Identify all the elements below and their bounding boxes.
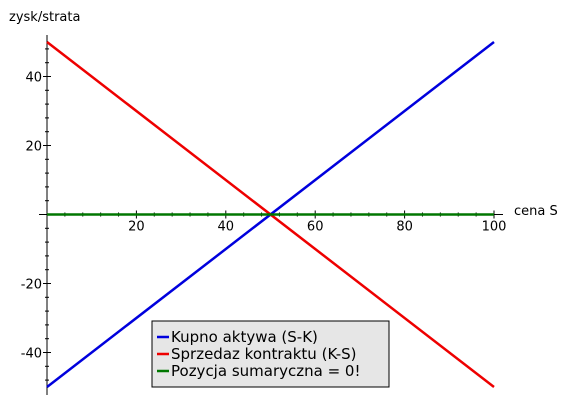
legend-label-1: Kupno aktywa (S-K) — [171, 328, 318, 346]
y-tick-label: -40 — [21, 347, 42, 362]
x-tick-label: 40 — [218, 220, 235, 235]
legend: Kupno aktywa (S-K)Sprzedaz kontraktu (K-… — [151, 320, 390, 388]
tick-labels: 20 40 60 80 100 -40 -20 20 40 — [21, 71, 507, 362]
y-axis-title: zysk/strata — [9, 10, 80, 25]
y-tick-label: -20 — [21, 278, 42, 293]
x-tick-label: 20 — [128, 220, 145, 235]
legend-label-3: Pozycja sumaryczna = 0! — [171, 362, 360, 380]
x-tick-label: 100 — [482, 220, 507, 235]
y-tick-label: 40 — [25, 71, 42, 86]
x-tick-label: 80 — [396, 220, 413, 235]
series-lines — [46, 41, 495, 388]
x-tick-label: 60 — [307, 220, 324, 235]
legend-box — [151, 320, 390, 388]
legend-label-2: Sprzedaz kontraktu (K-S) — [171, 345, 357, 363]
y-tick-label: 20 — [25, 140, 42, 155]
x-axis-title: cena S — [514, 204, 558, 219]
